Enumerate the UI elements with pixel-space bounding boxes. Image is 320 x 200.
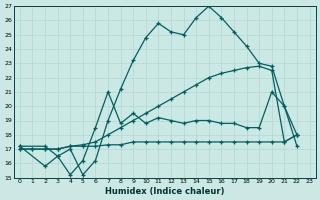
X-axis label: Humidex (Indice chaleur): Humidex (Indice chaleur) bbox=[105, 187, 224, 196]
